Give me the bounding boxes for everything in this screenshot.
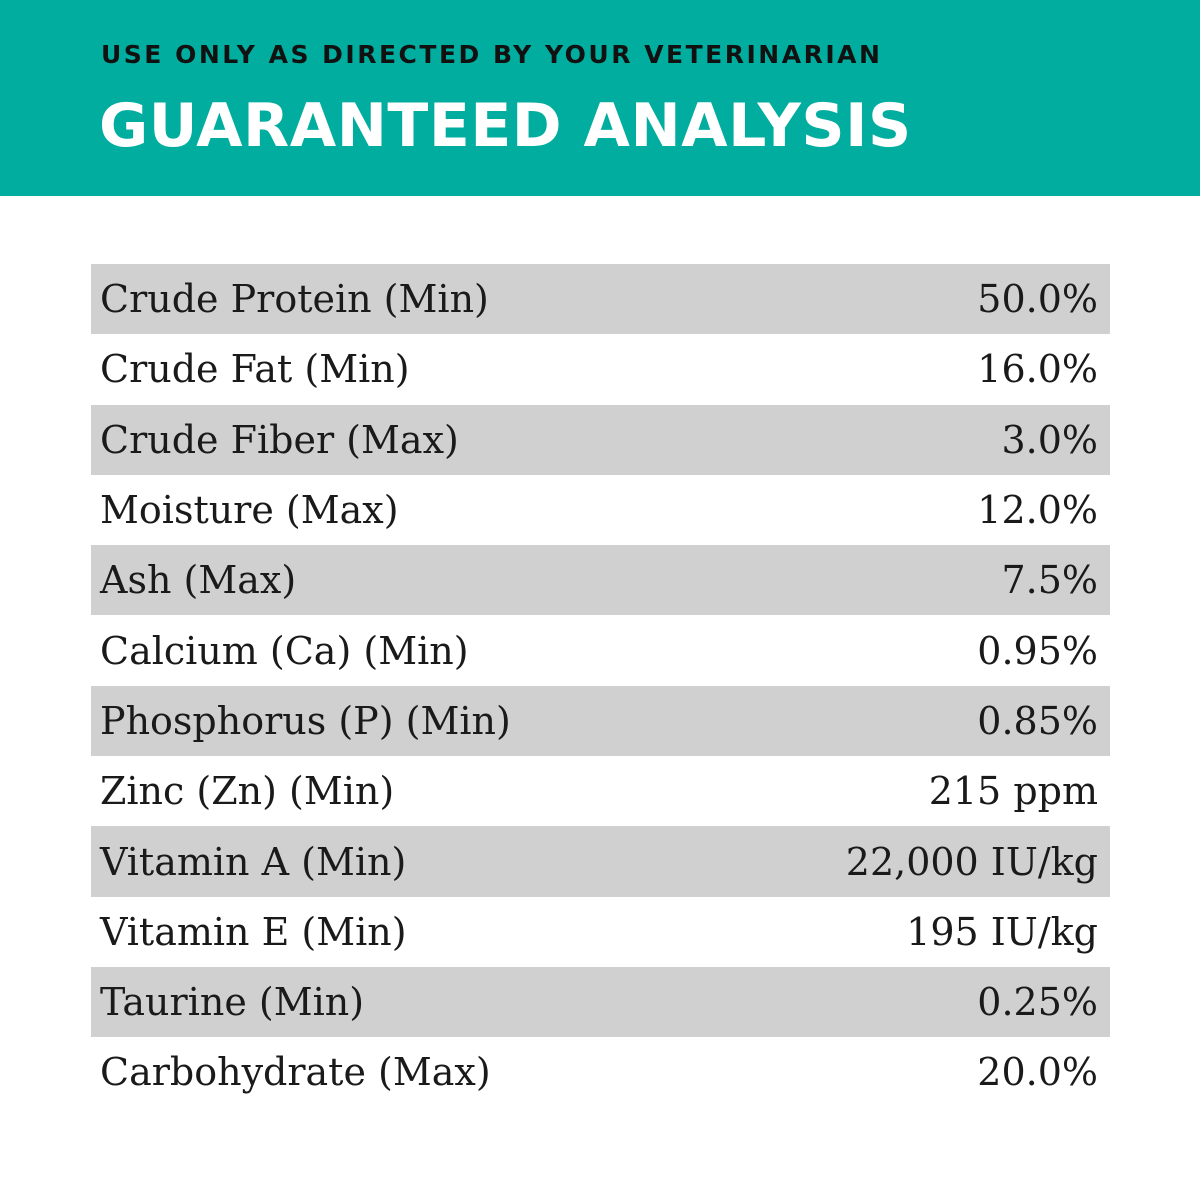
table-row: Carbohydrate (Max) 20.0% bbox=[91, 1037, 1110, 1107]
nutrient-value: 20.0% bbox=[977, 1050, 1098, 1095]
nutrient-value: 12.0% bbox=[977, 488, 1098, 533]
nutrient-value: 215 ppm bbox=[928, 769, 1098, 814]
header-banner: USE ONLY AS DIRECTED BY YOUR VETERINARIA… bbox=[0, 0, 1200, 196]
usage-notice: USE ONLY AS DIRECTED BY YOUR VETERINARIA… bbox=[101, 40, 883, 69]
nutrient-name: Crude Fat (Min) bbox=[100, 347, 410, 392]
nutrient-name: Ash (Max) bbox=[100, 558, 297, 603]
nutrient-value: 7.5% bbox=[1001, 558, 1098, 603]
nutrient-value: 3.0% bbox=[1001, 417, 1098, 462]
page-title: GUARANTEED ANALYSIS bbox=[99, 91, 912, 161]
table-row: Moisture (Max) 12.0% bbox=[91, 475, 1110, 545]
table-row: Zinc (Zn) (Min) 215 ppm bbox=[91, 756, 1110, 826]
table-row: Calcium (Ca) (Min) 0.95% bbox=[91, 615, 1110, 685]
nutrient-value: 50.0% bbox=[977, 277, 1098, 322]
nutrient-name: Vitamin E (Min) bbox=[100, 909, 407, 954]
nutrient-name: Phosphorus (P) (Min) bbox=[100, 698, 511, 743]
guaranteed-analysis-table: Crude Protein (Min) 50.0% Crude Fat (Min… bbox=[91, 264, 1110, 1108]
nutrient-value: 195 IU/kg bbox=[906, 909, 1098, 954]
nutrient-name: Crude Fiber (Max) bbox=[100, 417, 459, 462]
table-row: Taurine (Min) 0.25% bbox=[91, 966, 1110, 1038]
nutrient-name: Vitamin A (Min) bbox=[100, 839, 407, 884]
table-row: Crude Protein (Min) 50.0% bbox=[91, 264, 1110, 335]
nutrient-name: Crude Protein (Min) bbox=[100, 277, 489, 322]
table-row: Vitamin A (Min) 22,000 IU/kg bbox=[91, 826, 1110, 897]
nutrient-name: Moisture (Max) bbox=[100, 488, 399, 533]
nutrient-name: Carbohydrate (Max) bbox=[100, 1050, 491, 1095]
nutrient-name: Zinc (Zn) (Min) bbox=[100, 769, 395, 814]
nutrient-name: Taurine (Min) bbox=[100, 980, 365, 1025]
nutrient-value: 16.0% bbox=[977, 347, 1098, 392]
nutrient-value: 0.85% bbox=[977, 698, 1098, 743]
nutrient-value: 0.25% bbox=[977, 980, 1098, 1025]
nutrient-value: 0.95% bbox=[977, 628, 1098, 673]
nutrient-name: Calcium (Ca) (Min) bbox=[100, 628, 469, 673]
table-row: Ash (Max) 7.5% bbox=[91, 545, 1110, 616]
nutrient-value: 22,000 IU/kg bbox=[845, 839, 1098, 884]
table-row: Crude Fiber (Max) 3.0% bbox=[91, 404, 1110, 475]
table-row: Crude Fat (Min) 16.0% bbox=[91, 334, 1110, 404]
table-row: Vitamin E (Min) 195 IU/kg bbox=[91, 897, 1110, 967]
table-row: Phosphorus (P) (Min) 0.85% bbox=[91, 685, 1110, 757]
